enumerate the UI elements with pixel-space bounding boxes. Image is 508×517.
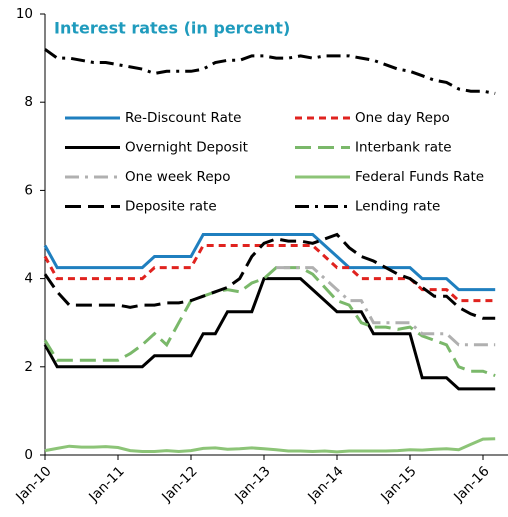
y-tick-label: 4 — [24, 271, 33, 287]
x-tick-label: Jan-13 — [231, 463, 273, 505]
chart-title: Interest rates (in percent) — [54, 19, 290, 38]
y-tick-label: 0 — [24, 447, 33, 463]
series-line — [44, 437, 496, 454]
legend-label: Federal Funds Rate — [355, 169, 484, 185]
series-line — [44, 48, 496, 95]
series-line — [43, 277, 496, 391]
x-tick-label: Jan-15 — [377, 463, 419, 505]
x-tick-label: Jan-16 — [450, 463, 492, 505]
legend-label: Overnight Deposit — [125, 140, 248, 156]
y-tick-label: 2 — [24, 359, 33, 375]
series-line — [43, 266, 496, 378]
series-line — [43, 244, 496, 303]
x-tick-label: Jan-10 — [12, 463, 54, 505]
y-tick-label: 8 — [24, 94, 33, 110]
legend-label: One day Repo — [355, 110, 450, 126]
legend-label: Deposite rate — [125, 199, 217, 215]
series-line — [276, 266, 496, 347]
legend-label: One week Repo — [125, 169, 230, 185]
y-tick-label: 6 — [24, 182, 33, 198]
x-tick-label: Jan-11 — [85, 463, 127, 505]
legend-label: Re-Discount Rate — [125, 110, 241, 126]
legend-label: Lending rate — [355, 199, 440, 215]
series-line — [43, 232, 496, 320]
x-tick-label: Jan-12 — [158, 463, 200, 505]
series-line — [43, 233, 496, 292]
y-tick-label: 10 — [16, 6, 33, 22]
legend-label: Interbank rate — [355, 140, 452, 156]
x-tick-label: Jan-14 — [304, 463, 346, 505]
